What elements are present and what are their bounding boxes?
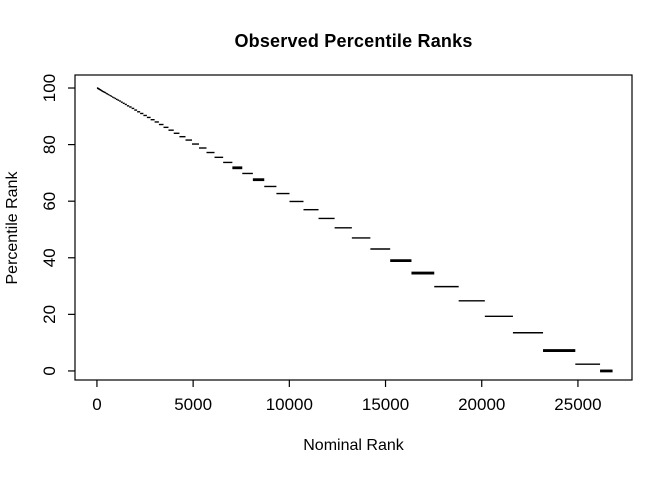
x-axis-label: Nominal Rank <box>303 437 404 454</box>
y-axis-label: Percentile Rank <box>4 171 21 285</box>
x-tick-label: 15000 <box>362 395 409 414</box>
data-series <box>96 87 613 373</box>
plot-box <box>74 74 633 381</box>
x-tick-label: 20000 <box>458 395 505 414</box>
x-tick-label: 0 <box>92 395 101 414</box>
y-tick-label: 20 <box>40 305 59 324</box>
chart-title: Observed Percentile Ranks <box>234 31 473 51</box>
x-tick-label: 5000 <box>174 395 212 414</box>
y-tick-label: 100 <box>40 74 59 102</box>
y-tick-label: 80 <box>40 135 59 154</box>
x-tick-label: 25000 <box>554 395 601 414</box>
x-tick-label: 10000 <box>266 395 313 414</box>
y-tick-label: 40 <box>40 248 59 267</box>
y-tick-label: 60 <box>40 192 59 211</box>
y-tick-label: 0 <box>40 366 59 375</box>
